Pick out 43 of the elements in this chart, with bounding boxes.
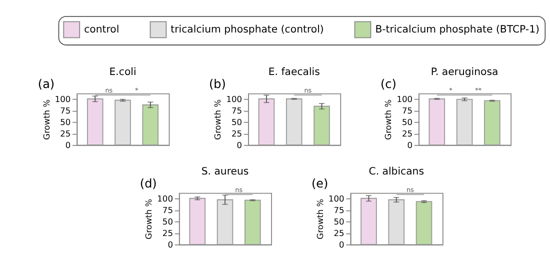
text: (b) — [209, 76, 226, 91]
y-tick-label: 100 — [328, 194, 344, 204]
text: (e) — [312, 176, 328, 190]
y-tick-label: 100 — [226, 94, 242, 104]
chart-title: S. aureus — [201, 166, 249, 178]
y-tick-label: 100 — [54, 94, 71, 104]
y-axis-title: Growth % — [212, 99, 223, 140]
y-tick-label: 0 — [168, 240, 173, 250]
y-tick-label: 25 — [334, 228, 344, 238]
text: (d) — [140, 176, 157, 190]
y-axis-title: Growth % — [41, 99, 52, 140]
y-tick-label: 100 — [396, 94, 412, 104]
y-tick-label: 100 — [157, 194, 173, 204]
y-tick-label: 0 — [65, 140, 71, 150]
y-tick-label: 75 — [60, 106, 71, 116]
y-tick-label: 25 — [60, 128, 71, 139]
y-tick-label: 50 — [402, 117, 412, 128]
y-tick-label: 25 — [232, 128, 242, 139]
y-axis-title: Growth % — [383, 99, 394, 140]
y-tick-label: 50 — [232, 117, 242, 128]
chart-title: E.coli — [109, 66, 136, 78]
y-tick-label: 75 — [232, 106, 242, 116]
legend-label: tricalcium phosphate (control) — [170, 24, 324, 36]
y-tick-label: 50 — [334, 216, 344, 227]
text: (c) — [380, 76, 396, 91]
y-tick-label: 25 — [162, 228, 173, 238]
y-tick-label: 25 — [402, 128, 412, 139]
chart-title: P. aeruginosa — [430, 66, 498, 78]
y-tick-label: 0 — [236, 140, 242, 150]
y-tick-label: 0 — [407, 140, 412, 150]
y-tick-label: 0 — [339, 240, 344, 250]
y-axis-title: Growth % — [314, 198, 325, 240]
y-tick-label: 75 — [402, 106, 412, 116]
chart-title: E. faecalis — [268, 66, 320, 78]
legend-label: B-tricalcium phosphate (BTCP-1) — [375, 24, 540, 36]
y-tick-label: 50 — [60, 117, 71, 128]
y-tick-label: 75 — [334, 205, 344, 216]
legend-label: control — [84, 24, 120, 36]
text: (a) — [38, 76, 55, 91]
y-axis-title: Growth % — [144, 198, 154, 240]
y-tick-label: 50 — [162, 216, 173, 227]
chart-title: C. albicans — [368, 166, 424, 178]
y-tick-label: 75 — [162, 205, 173, 216]
